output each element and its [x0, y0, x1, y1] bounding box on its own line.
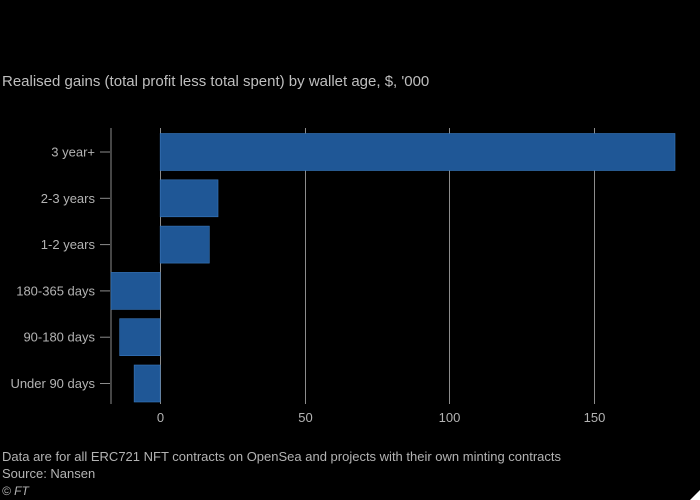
bar — [159, 133, 676, 171]
bars — [110, 133, 676, 403]
bar — [159, 179, 219, 218]
footnote: Data are for all ERC721 NFT contracts on… — [2, 449, 562, 464]
x-tick-label: 100 — [439, 410, 461, 425]
bar — [159, 225, 210, 264]
x-tick-label: 150 — [584, 410, 606, 425]
x-tick-label: 0 — [157, 410, 164, 425]
category-label: 180-365 days — [16, 283, 95, 298]
category-label: 3 year+ — [51, 145, 95, 160]
category-labels: 3 year+ 2-3 years 1-2 years 180-365 days 90-… — [10, 145, 95, 392]
x-tick-label: 50 — [298, 410, 312, 425]
category-label: Under 90 days — [10, 376, 95, 391]
x-tick-labels: 0 50 100 150 — [157, 410, 605, 425]
category-label: 90-180 days — [23, 330, 95, 345]
bar — [133, 364, 161, 403]
bar — [119, 318, 161, 357]
grid-lines — [100, 128, 595, 404]
chart-title: Realised gains (total profit less total … — [2, 73, 430, 90]
category-label: 1-2 years — [41, 237, 96, 252]
ft-credit: © FT — [2, 484, 29, 498]
category-label: 2-3 years — [41, 191, 96, 206]
corner-mark — [690, 490, 700, 500]
bar — [110, 272, 161, 310]
source-note: Source: Nansen — [2, 466, 96, 481]
